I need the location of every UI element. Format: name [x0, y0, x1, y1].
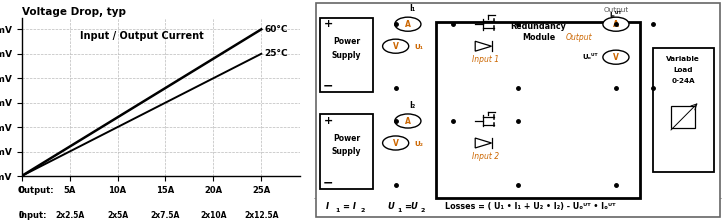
Text: 2: 2 [361, 208, 365, 213]
Text: U: U [388, 202, 394, 211]
Text: 25°C: 25°C [264, 49, 288, 58]
Text: 2x7.5A: 2x7.5A [151, 211, 180, 220]
Circle shape [395, 17, 421, 31]
Text: Input / Output Current: Input / Output Current [79, 31, 204, 41]
Text: U₂: U₂ [414, 141, 423, 147]
Text: I₂: I₂ [409, 101, 415, 110]
Text: Iₒᵁᵀ: Iₒᵁᵀ [610, 12, 622, 18]
Text: Output: Output [566, 33, 593, 42]
Bar [436, 22, 640, 198]
Bar [653, 48, 714, 172]
Polygon shape [475, 138, 492, 148]
Text: Losses = ( U₁ • I₁ + U₂ • I₂) - Uₒᵁᵀ • Iₒᵁᵀ: Losses = ( U₁ • I₁ + U₂ • I₂) - Uₒᵁᵀ • I… [445, 202, 615, 211]
Text: 2: 2 [420, 208, 425, 213]
Text: U₁: U₁ [414, 44, 423, 50]
Text: Variable: Variable [666, 56, 700, 62]
Text: I: I [326, 202, 329, 211]
Text: V: V [613, 53, 619, 62]
Text: Power: Power [333, 37, 360, 46]
Text: −: − [323, 79, 334, 92]
Circle shape [395, 114, 421, 128]
Bar [320, 18, 373, 92]
Circle shape [383, 39, 409, 53]
Text: Voltage Drop, typ: Voltage Drop, typ [22, 7, 126, 17]
Text: 15A: 15A [156, 186, 175, 195]
Text: A: A [405, 20, 411, 29]
Text: V: V [393, 42, 399, 51]
Polygon shape [475, 41, 492, 51]
Text: V: V [393, 139, 399, 147]
Text: 5A: 5A [64, 186, 76, 195]
Text: 10A: 10A [108, 186, 126, 195]
Text: 0: 0 [19, 186, 25, 195]
Text: −: − [323, 176, 334, 189]
Text: Uₒᵁᵀ: Uₒᵁᵀ [582, 54, 598, 60]
Text: +: + [323, 19, 333, 29]
Text: +: + [323, 116, 333, 126]
Text: Supply: Supply [332, 147, 362, 156]
Circle shape [383, 136, 409, 150]
Text: 0-24A: 0-24A [671, 78, 695, 84]
Text: A: A [613, 20, 619, 29]
Text: 60°C: 60°C [264, 25, 287, 34]
Text: 2x12.5A: 2x12.5A [244, 211, 279, 220]
Text: I₁: I₁ [409, 4, 415, 13]
Text: Input 2: Input 2 [472, 152, 499, 161]
Bar [320, 114, 373, 189]
Text: 1: 1 [398, 208, 402, 213]
Text: Load: Load [674, 67, 693, 73]
Circle shape [603, 50, 629, 64]
Text: A: A [405, 117, 411, 125]
Bar [671, 106, 695, 128]
Text: Output: Output [604, 7, 629, 13]
Text: =U: =U [404, 202, 417, 211]
Text: 1: 1 [335, 208, 339, 213]
Text: 2x5A: 2x5A [107, 211, 128, 220]
Text: 20A: 20A [204, 186, 222, 195]
Text: 2x10A: 2x10A [200, 211, 227, 220]
Circle shape [603, 17, 629, 31]
Text: 2x2.5A: 2x2.5A [55, 211, 84, 220]
Text: Output:: Output: [18, 186, 55, 195]
Text: Power: Power [333, 134, 360, 143]
Text: Input 1: Input 1 [472, 55, 499, 64]
Text: = I: = I [343, 202, 356, 211]
Text: Redundancy: Redundancy [510, 22, 566, 31]
Text: Module: Module [522, 33, 555, 42]
Text: 0: 0 [19, 211, 25, 220]
Text: 25A: 25A [252, 186, 271, 195]
Text: Supply: Supply [332, 51, 362, 59]
Text: Input:: Input: [18, 211, 46, 220]
